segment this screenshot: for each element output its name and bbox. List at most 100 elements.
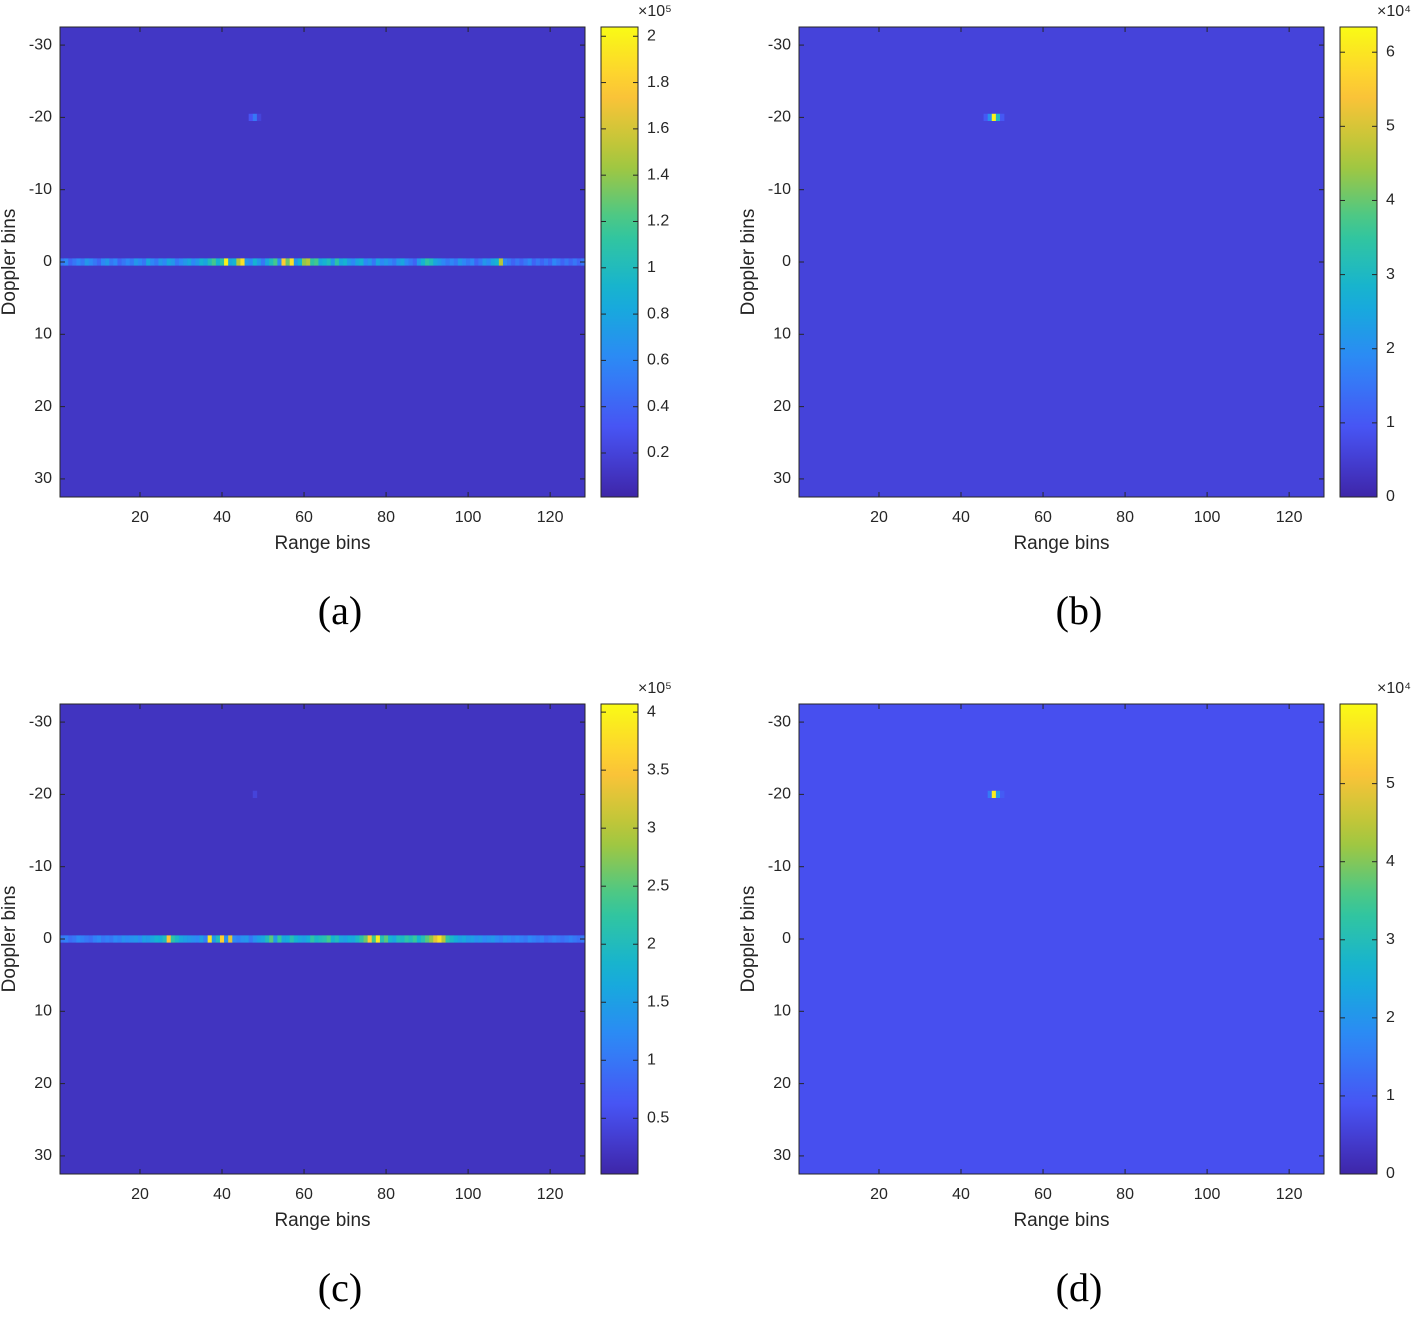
- cell: [351, 935, 356, 943]
- cell: [199, 258, 204, 266]
- colorbar-tick-label: 6: [1386, 43, 1395, 60]
- cell: [412, 258, 418, 266]
- cell: [80, 258, 85, 266]
- cell: [84, 935, 90, 943]
- cell: [322, 258, 327, 266]
- cell: [281, 935, 286, 943]
- x-tick-label: 100: [455, 1186, 482, 1203]
- cell: [338, 258, 344, 266]
- cell: [146, 935, 151, 943]
- cell: [449, 935, 455, 943]
- cell: [228, 935, 233, 943]
- cell: [453, 258, 459, 266]
- x-tick-label: 20: [870, 509, 888, 526]
- cell: [995, 113, 1001, 121]
- cell: [211, 935, 217, 943]
- cell: [486, 935, 491, 943]
- cell: [396, 935, 401, 943]
- cell: [125, 258, 131, 266]
- cell: [396, 258, 401, 266]
- cell: [511, 258, 516, 266]
- cell: [76, 258, 81, 266]
- x-tick-label: 80: [1116, 509, 1134, 526]
- cell: [338, 935, 344, 943]
- plot-area: [60, 704, 585, 1174]
- cell: [142, 935, 147, 943]
- cell: [265, 258, 270, 266]
- cell: [277, 935, 282, 943]
- y-tick-label: 10: [773, 326, 791, 343]
- cell: [174, 935, 180, 943]
- cell: [199, 935, 204, 943]
- cell: [519, 935, 524, 943]
- cell: [367, 258, 373, 266]
- cell: [133, 258, 139, 266]
- y-tick-label: 0: [782, 253, 791, 270]
- cell: [68, 935, 73, 943]
- cell: [416, 258, 422, 266]
- cell: [482, 258, 487, 266]
- cell: [355, 258, 360, 266]
- cell: [437, 258, 442, 266]
- cell: [494, 258, 500, 266]
- cell: [285, 258, 290, 266]
- cell: [129, 935, 135, 943]
- x-tick-label: 40: [952, 509, 970, 526]
- cell: [178, 258, 184, 266]
- cell: [367, 935, 373, 943]
- cell: [326, 258, 332, 266]
- cell: [117, 935, 122, 943]
- cell: [109, 935, 114, 943]
- cell: [371, 258, 377, 266]
- colorbar-tick-label: 3: [1386, 931, 1395, 948]
- cell: [306, 258, 311, 266]
- colorbar-tick-label: 4: [1386, 853, 1395, 870]
- colorbar-tick-label: 1: [647, 259, 656, 276]
- colorbar-tick-label: 5: [1386, 118, 1395, 135]
- cell: [507, 935, 512, 943]
- cell: [515, 935, 520, 943]
- cell: [183, 258, 188, 266]
- y-tick-label: -30: [768, 36, 791, 53]
- cell: [191, 935, 196, 943]
- cell: [564, 258, 569, 266]
- cell: [248, 113, 254, 121]
- colorbar-tick-label: 0.2: [647, 444, 669, 461]
- cell: [133, 935, 139, 943]
- cell: [515, 258, 520, 266]
- cell: [564, 935, 569, 943]
- y-tick-label: 10: [773, 1003, 791, 1020]
- cell: [252, 113, 258, 121]
- cell: [265, 935, 270, 943]
- cell: [232, 258, 237, 266]
- cell: [425, 935, 430, 943]
- cell: [486, 258, 491, 266]
- cell: [195, 258, 200, 266]
- caption: (d): [1056, 1265, 1103, 1310]
- cell: [535, 258, 541, 266]
- cell: [80, 935, 85, 943]
- cell: [457, 258, 463, 266]
- x-tick-label: 120: [1276, 509, 1303, 526]
- cell: [379, 258, 385, 266]
- cell: [474, 935, 479, 943]
- cell: [232, 935, 237, 943]
- cell: [178, 935, 184, 943]
- x-axis-label: Range bins: [274, 533, 370, 554]
- cell: [502, 258, 508, 266]
- cell: [511, 935, 516, 943]
- x-tick-label: 20: [870, 1186, 888, 1203]
- cell: [461, 935, 467, 943]
- cell: [289, 935, 295, 943]
- cell: [158, 258, 163, 266]
- cell: [301, 258, 307, 266]
- x-tick-label: 60: [1034, 1186, 1052, 1203]
- cell: [248, 935, 254, 943]
- cell: [244, 935, 249, 943]
- x-tick-label: 80: [377, 509, 395, 526]
- cell: [359, 935, 364, 943]
- cell: [552, 935, 557, 943]
- colorbar-tick-label: 1: [647, 1051, 656, 1068]
- y-tick-label: -10: [29, 181, 52, 198]
- colorbar: [1339, 26, 1378, 498]
